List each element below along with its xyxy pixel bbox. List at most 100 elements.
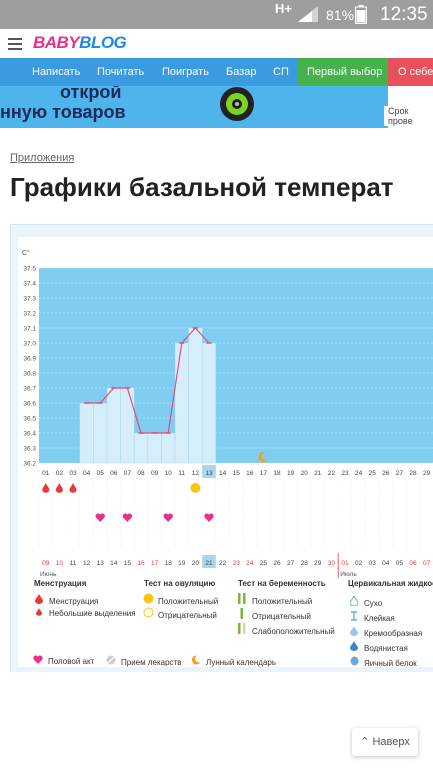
calendar-date-label: 26 — [273, 560, 281, 567]
site-logo[interactable]: BABYBLOG — [33, 33, 127, 53]
intercourse-heart-icon — [163, 513, 173, 522]
calendar-date-label: 16 — [137, 560, 145, 567]
status-bar: H+ 81% 12:35 — [0, 0, 433, 29]
faint-line-icon — [236, 623, 248, 636]
legend-lunar-label: Лунный календарь — [206, 658, 277, 667]
legend-spotting-label: Небольшие выделения — [49, 609, 136, 618]
battery-icon — [355, 5, 367, 24]
empty-circle-icon — [142, 607, 154, 620]
menu-icon[interactable] — [8, 38, 22, 50]
calendar-date-label: 05 — [396, 560, 404, 567]
legend-pregnancy-weak-label: Слабоположительный — [252, 627, 335, 636]
nav-item-play[interactable]: Поиграть — [162, 66, 209, 78]
nav-item-write[interactable]: Написать — [32, 66, 81, 78]
heart-icon — [32, 655, 44, 666]
legend-cervical-eggwhite-label: Яичный белок — [364, 659, 417, 668]
network-indicator: H+ — [275, 1, 292, 16]
cycle-day-label: 14 — [219, 470, 227, 477]
nav-item-market[interactable]: Базар — [226, 66, 257, 78]
y-tick-label: 36.7 — [23, 386, 36, 393]
calendar-date-label: 23 — [233, 560, 241, 567]
cycle-day-label: 10 — [165, 470, 173, 477]
nav-item-sp[interactable]: СП — [273, 66, 289, 78]
temp-bar — [93, 402, 108, 464]
y-tick-label: 37.1 — [23, 326, 36, 333]
cycle-day-label: 27 — [396, 470, 404, 477]
legend-intercourse: Половой акт — [32, 655, 94, 666]
symbols-area — [39, 478, 433, 550]
banner-side-text: Срок прове — [384, 106, 433, 126]
dry-drop-icon — [348, 594, 360, 608]
cycle-day-label: 17 — [260, 470, 268, 477]
cycle-day-label: 07 — [124, 470, 132, 477]
calendar-date-label: 03 — [369, 560, 377, 567]
calendar-date-label: 19 — [178, 560, 186, 567]
temp-bar — [133, 432, 149, 464]
calendar-date-label: 25 — [260, 560, 268, 567]
app-header: BABYBLOG — [0, 29, 433, 58]
creamy-drop-icon — [348, 626, 360, 638]
legend-cervical-creamy: Кремообразная — [348, 626, 422, 638]
legend-medication-label: Прием лекарств — [121, 658, 182, 667]
cycle-day-label: 16 — [246, 470, 254, 477]
y-tick-label: 36.2 — [23, 461, 36, 468]
cycle-day-label: 20 — [301, 470, 309, 477]
legend-pregnancy-positive-label: Положительный — [252, 597, 313, 606]
cycle-day-label: 25 — [369, 470, 377, 477]
calendar-date-label: 14 — [110, 560, 118, 567]
temp-bar — [120, 387, 135, 464]
nav-item-first-choice[interactable]: Первый выбор — [297, 58, 393, 86]
calendar-date-label: 06 — [409, 560, 417, 567]
calendar-date-label: 01 — [341, 560, 349, 567]
chevron-up-icon: ⌃ — [360, 736, 373, 748]
yellow-circle-icon — [142, 593, 154, 606]
cycle-day-label: 13 — [205, 470, 213, 477]
legend-pregnancy-weak: Слабоположительный — [236, 623, 335, 636]
legend-intercourse-label: Половой акт — [48, 657, 95, 666]
y-tick-label: 37.3 — [23, 296, 36, 303]
calendar-date-label: 21 — [205, 560, 213, 567]
egg-white-icon — [348, 656, 360, 668]
calendar-date-label: 18 — [165, 560, 173, 567]
banner-line-2: нную товаров — [0, 102, 126, 122]
signal-icon — [298, 6, 318, 22]
menstruation-drop-icon — [55, 483, 63, 493]
cycle-day-label: 23 — [341, 470, 349, 477]
lunar-calendar-icon — [258, 451, 268, 462]
legend-menstruation-item: Менструация — [33, 594, 98, 606]
calendar-date-label: 02 — [355, 560, 363, 567]
breadcrumb[interactable]: Приложения — [10, 152, 75, 164]
back-to-top-button[interactable]: ⌃ Наверх — [352, 728, 418, 756]
cycle-day-label: 02 — [56, 470, 64, 477]
calendar-date-label: 30 — [328, 560, 336, 567]
y-tick-label: 37.4 — [23, 281, 36, 288]
logo-blog: BLOG — [79, 33, 127, 52]
cycle-day-label: 04 — [83, 470, 91, 477]
legend-cervical-eggwhite: Яичный белок — [348, 656, 417, 668]
legend-menstruation-label: Менструация — [49, 597, 99, 606]
intercourse-heart-icon — [95, 513, 105, 522]
small-drop-icon — [33, 608, 45, 618]
calendar-date-label: 17 — [151, 560, 159, 567]
temp-bar — [174, 342, 189, 464]
cycle-day-label: 01 — [42, 470, 50, 477]
calendar-date-label: 28 — [301, 560, 309, 567]
legend-cervical-dry-label: Сухо — [364, 599, 383, 608]
page-title: Графики базальной температ — [10, 172, 394, 202]
cycle-day-label: 21 — [314, 470, 322, 477]
calendar-date-label: 29 — [314, 560, 322, 567]
legend-cervical-watery: Водянистая — [348, 641, 408, 653]
ad-banner[interactable]: открой нную товаров Срок прове — [0, 86, 433, 128]
legend-pregnancy-positive: Положительный — [236, 593, 312, 606]
calendar-date-label: 27 — [287, 560, 295, 567]
logo-baby: BABY — [33, 33, 80, 52]
calendar-date-label: 15 — [124, 560, 132, 567]
back-to-top-label: Наверх — [372, 736, 410, 748]
nav-item-about[interactable]: О себе — [388, 58, 433, 86]
legend-cervical-sticky-label: Клейкая — [364, 614, 395, 623]
nav-item-read[interactable]: Почитать — [97, 66, 145, 78]
legend-ovulation-title: Тест на овуляцию — [144, 579, 216, 588]
month-label: Июль — [340, 571, 357, 578]
y-tick-label: 37.2 — [23, 311, 36, 318]
calendar-date-label: 10 — [56, 560, 64, 567]
